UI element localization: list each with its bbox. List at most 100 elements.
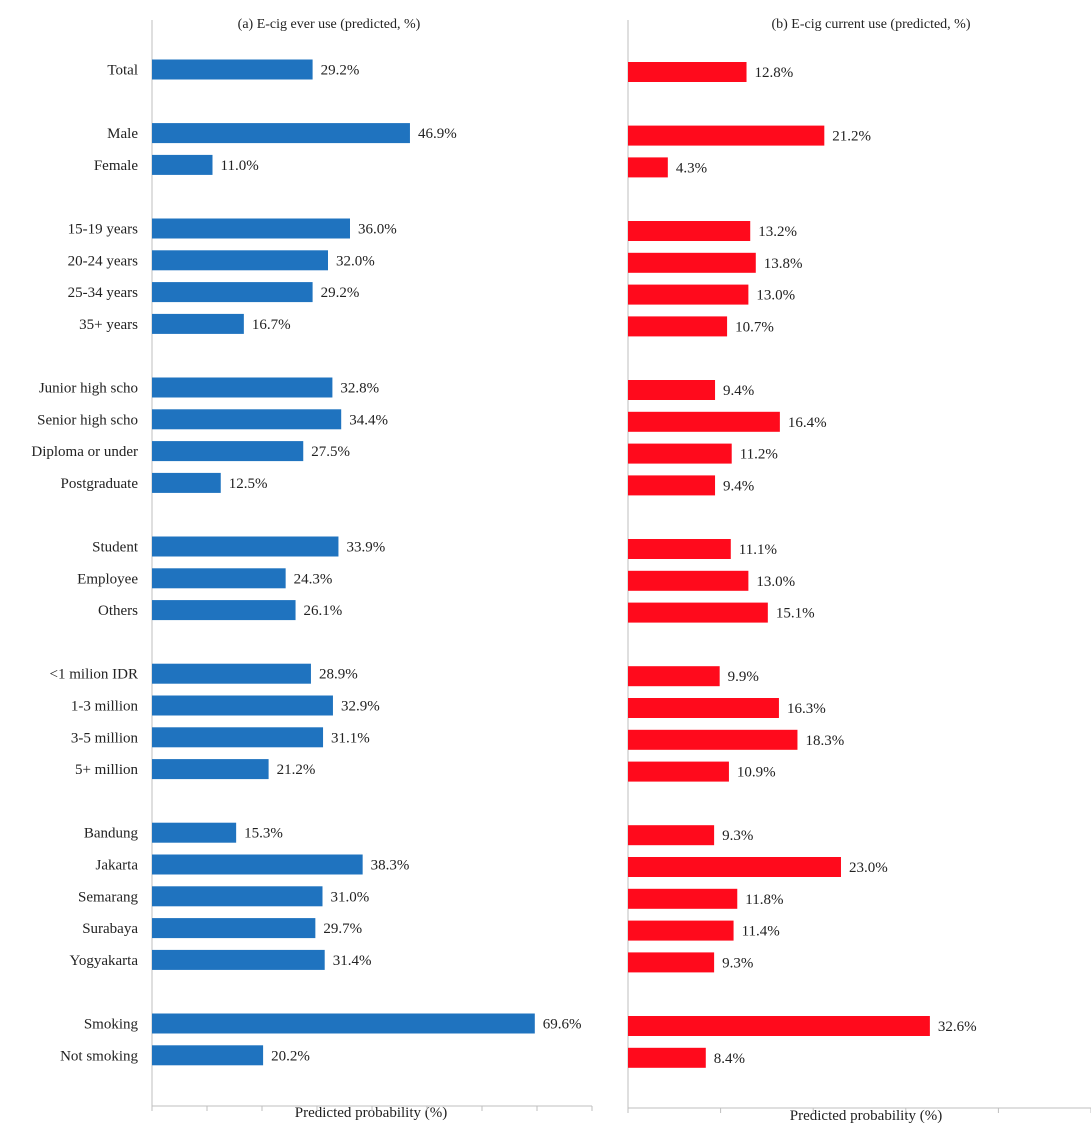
- category-label: Others: [98, 603, 138, 619]
- panel-b-value-label: 32.6%: [938, 1019, 977, 1035]
- panel-a-bar: [152, 568, 286, 589]
- panel-b-bar: [628, 380, 716, 400]
- panel-b-bar: [628, 952, 715, 973]
- category-label: 20-24 years: [68, 253, 139, 269]
- category-label: 25-34 years: [68, 285, 139, 301]
- panel-a-value-label: 15.3%: [244, 826, 283, 842]
- category-label: Employee: [77, 571, 138, 587]
- panel-a-bar: [152, 313, 244, 334]
- panel-a-bar: [152, 472, 221, 493]
- panel-a-bar: [152, 949, 325, 970]
- panel-b-bar: [628, 761, 729, 782]
- panel-b-bar: [628, 570, 749, 591]
- category-label: Jakarta: [96, 858, 139, 874]
- panel-b-value-label: 23.0%: [849, 860, 888, 876]
- category-label: Junior high scho: [39, 381, 138, 397]
- panel-b-bar: [628, 475, 716, 496]
- panel-a-bar: [152, 250, 328, 271]
- category-label: Yogyakarta: [70, 953, 139, 969]
- panel-b-value-label: 11.4%: [742, 924, 780, 940]
- category-label: Bandung: [84, 826, 139, 842]
- panel-a-value-label: 69.6%: [543, 1017, 582, 1033]
- panel-b-bar: [628, 857, 841, 877]
- panel-a-value-label: 21.2%: [277, 762, 316, 778]
- panel-b-value-label: 16.4%: [788, 415, 827, 431]
- panel-b-bar: [628, 443, 732, 464]
- panel-b-value-label: 11.1%: [739, 542, 777, 558]
- panel-a-value-label: 29.7%: [323, 921, 362, 937]
- panel-b-bar: [628, 157, 668, 178]
- panel-a-bar: [152, 759, 269, 780]
- panel-b-value-label: 13.0%: [756, 288, 795, 304]
- panel-b-value-label: 9.9%: [728, 669, 759, 685]
- panel-a-bar: [152, 663, 311, 684]
- panel-a-x-axis-title: Predicted probability (%): [295, 1105, 447, 1121]
- category-label: Smoking: [84, 1017, 139, 1033]
- category-label: Postgraduate: [61, 476, 139, 492]
- panel-a-value-label: 31.1%: [331, 730, 370, 746]
- panel-a-value-label: 31.4%: [333, 953, 372, 969]
- panel-b-value-label: 16.3%: [787, 701, 826, 717]
- panel-a-title: (a) E-cig ever use (predicted, %): [238, 17, 421, 32]
- panel-a-value-label: 27.5%: [311, 444, 350, 460]
- panel-a-bar: [152, 886, 323, 907]
- panel-b-bar: [628, 411, 780, 432]
- panel-b-bar: [628, 284, 749, 305]
- panel-b-value-label: 8.4%: [714, 1051, 745, 1067]
- panel-b-bar: [628, 729, 798, 750]
- panel-b-bar: [628, 602, 768, 623]
- panel-b-bar: [628, 62, 747, 82]
- panel-b-value-label: 9.3%: [722, 828, 753, 844]
- panel-b-value-label: 18.3%: [805, 733, 844, 749]
- panel-a-value-label: 24.3%: [294, 571, 333, 587]
- panel-a-bar: [152, 441, 304, 462]
- panel-b-value-label: 15.1%: [776, 606, 815, 622]
- panel-b-value-label: 21.2%: [832, 129, 871, 145]
- panel-b-value-label: 11.8%: [745, 892, 783, 908]
- panel-b-bar: [628, 698, 779, 718]
- panel-a-bar: [152, 727, 324, 748]
- panel-a-value-label: 46.9%: [418, 126, 457, 142]
- panel-b-value-label: 13.8%: [764, 256, 803, 272]
- panel-b-bar: [628, 539, 731, 559]
- panel-a-value-label: 29.2%: [321, 285, 360, 301]
- panel-a-value-label: 11.0%: [221, 158, 259, 174]
- panel-a-value-label: 33.9%: [346, 540, 385, 556]
- category-label: Not smoking: [60, 1048, 138, 1064]
- panel-b-bar: [628, 666, 720, 687]
- panel-a-bar: [152, 409, 342, 430]
- panel-a-bar: [152, 854, 363, 875]
- panel-a-value-label: 32.0%: [336, 253, 375, 269]
- panel-b-value-label: 11.2%: [740, 447, 778, 463]
- category-label: Male: [107, 126, 138, 142]
- panel-b-value-label: 10.9%: [737, 765, 776, 781]
- category-label: 5+ million: [75, 762, 139, 778]
- panel-a-value-label: 31.0%: [331, 889, 370, 905]
- category-label: Diploma or under: [31, 444, 138, 460]
- category-label: 3-5 million: [71, 730, 139, 746]
- panel-b-value-label: 12.8%: [755, 65, 794, 81]
- panel-b-bar: [628, 1016, 930, 1036]
- category-label: Total: [107, 63, 138, 79]
- panel-b-bar: [628, 125, 825, 146]
- panel-b-x-axis-title: Predicted probability (%): [790, 1108, 942, 1124]
- category-label: Senior high scho: [37, 412, 138, 428]
- panel-a-bar: [152, 1045, 264, 1066]
- category-label: Semarang: [78, 889, 138, 905]
- panel-a-bar: [152, 822, 237, 843]
- panel-a-bar: [152, 695, 333, 716]
- panel-b-title: (b) E-cig current use (predicted, %): [771, 17, 970, 32]
- category-label: Student: [92, 540, 139, 556]
- panel-a-bar: [152, 59, 313, 80]
- panel-a-bar: [152, 600, 296, 621]
- panel-b-bar: [628, 221, 751, 241]
- panel-b-bar: [628, 316, 728, 337]
- panel-a-value-label: 38.3%: [371, 858, 410, 874]
- panel-a-value-label: 32.9%: [341, 699, 380, 715]
- category-label: Surabaya: [82, 921, 138, 937]
- panel-b-value-label: 9.4%: [723, 478, 754, 494]
- panel-a-value-label: 16.7%: [252, 317, 291, 333]
- panel-a-value-label: 26.1%: [304, 603, 343, 619]
